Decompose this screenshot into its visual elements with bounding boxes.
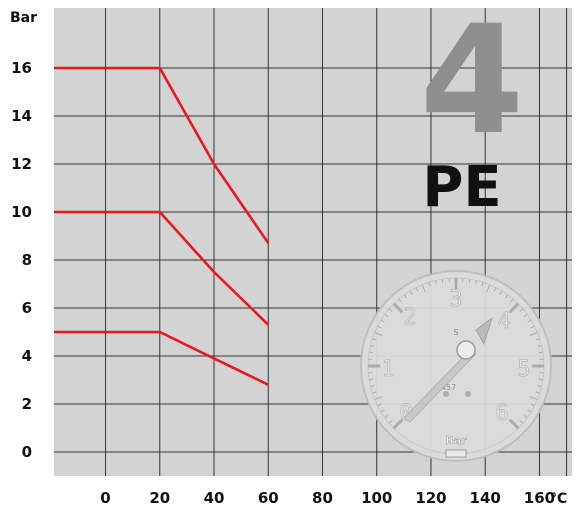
series-line-3: [54, 330, 269, 386]
gauge-tick: [421, 284, 426, 293]
y-axis-unit: Bar: [10, 10, 37, 26]
gauge-tick: [508, 302, 520, 314]
x-tick-label: 20: [149, 489, 170, 507]
gauge-tick: [388, 308, 393, 312]
gauge-serial-text: 1457: [436, 383, 456, 392]
x-tick-label: 160: [524, 489, 555, 507]
gauge-tick: [486, 284, 491, 293]
gauge-tick: [468, 279, 471, 284]
x-tick-label: 60: [258, 489, 279, 507]
gauge-unit-box: [445, 449, 467, 458]
gauge-tick: [369, 351, 374, 354]
gauge-tick: [535, 338, 540, 341]
badge-number: 4: [420, 0, 524, 168]
gauge-tick: [374, 331, 383, 336]
gauge-tick: [441, 279, 444, 284]
gauge-tick: [372, 391, 377, 394]
y-tick-labels: 0 2 4 6 8 10 12 14 16: [11, 59, 32, 461]
gauge-tick: [403, 294, 408, 299]
gauge-tick: [384, 414, 389, 419]
gauge-number-6: 6: [495, 401, 508, 426]
gauge-tick: [388, 420, 393, 424]
gauge-number-4: 4: [497, 309, 510, 334]
gauge-tick: [523, 414, 528, 419]
gauge-tick: [510, 298, 514, 303]
gauge-tick: [377, 403, 382, 407]
gauge-tick: [523, 313, 528, 318]
x-tick-labels: 0 20 40 60 80 100 120 140 160: [100, 489, 555, 507]
gauge-tick: [370, 344, 375, 347]
gauge-tick: [369, 378, 374, 381]
gauge-tick: [527, 319, 532, 323]
gauge-tick: [415, 287, 419, 292]
gauge-red-marker: [475, 316, 493, 346]
series-line-1: [54, 66, 270, 244]
gauge-tick: [537, 344, 542, 347]
series-layer: [54, 66, 270, 386]
gauge-tick: [538, 351, 543, 354]
gauge-tick: [537, 385, 542, 388]
gauge-tick: [380, 319, 385, 323]
badge-label: PE: [422, 155, 501, 220]
gauge-tick: [530, 325, 535, 329]
gauge-tick: [384, 313, 389, 318]
x-axis-unit: °C: [550, 491, 567, 507]
y-tick-label: 14: [11, 107, 32, 125]
series-line-2: [54, 210, 270, 326]
gauge-tick: [398, 298, 402, 303]
gauge-tick: [434, 280, 437, 285]
x-tick-label: 100: [361, 489, 392, 507]
gauge-tick: [508, 418, 520, 430]
gauge-tick: [535, 391, 540, 394]
y-tick-label: 10: [11, 203, 32, 221]
gauge-tick: [529, 331, 538, 336]
gauge-tick: [493, 287, 497, 292]
y-tick-label: 16: [11, 59, 32, 77]
gauge-tick: [392, 302, 404, 314]
gauge-tick: [481, 282, 484, 287]
x-tick-label: 120: [415, 489, 446, 507]
gauge-tick: [380, 409, 385, 413]
y-tick-label: 12: [11, 155, 32, 173]
gauge-tick: [370, 385, 375, 388]
gauge-hub: [456, 340, 476, 360]
gauge-tick: [374, 396, 383, 401]
gauge-ticks: [368, 278, 544, 430]
gauge-tick: [428, 282, 431, 287]
gauge-tick: [538, 378, 543, 381]
gauge-tick: [519, 308, 524, 312]
gauge-tick: [377, 325, 382, 329]
y-tick-label: 8: [22, 251, 32, 269]
gauge-tick: [527, 409, 532, 413]
gauge-tick: [475, 280, 478, 285]
gauge-tick: [504, 294, 509, 299]
gauge-screw-left: [443, 391, 449, 397]
gauge-number-3: 3: [449, 287, 462, 312]
x-tick-label: 40: [204, 489, 225, 507]
x-tick-label: 140: [470, 489, 501, 507]
gauge-tick: [499, 290, 503, 295]
gauge-tick: [530, 403, 535, 407]
y-tick-label: 0: [22, 443, 32, 461]
gauge-tick: [372, 338, 377, 341]
gauge-number-2: 2: [403, 305, 416, 330]
gauge-needle: [403, 349, 477, 423]
y-tick-label: 6: [22, 299, 32, 317]
gauge-tick: [409, 290, 413, 295]
pressure-gauge-watermark: 0 1 2 3 4 5 6 S 1457 Bar: [360, 270, 552, 462]
x-tick-label: 0: [100, 489, 110, 507]
y-tick-label: 2: [22, 395, 32, 413]
y-tick-label: 4: [22, 347, 32, 365]
gauge-number-1: 1: [381, 357, 394, 382]
gauge-screw-right: [465, 391, 471, 397]
gauge-unit-label: Bar: [445, 434, 467, 447]
x-tick-label: 80: [312, 489, 333, 507]
gauge-tick: [392, 418, 404, 430]
gauge-number-5: 5: [517, 357, 530, 382]
gauge-letter: S: [453, 328, 458, 337]
gauge-tick: [529, 396, 538, 401]
gauge-tick: [519, 420, 524, 424]
